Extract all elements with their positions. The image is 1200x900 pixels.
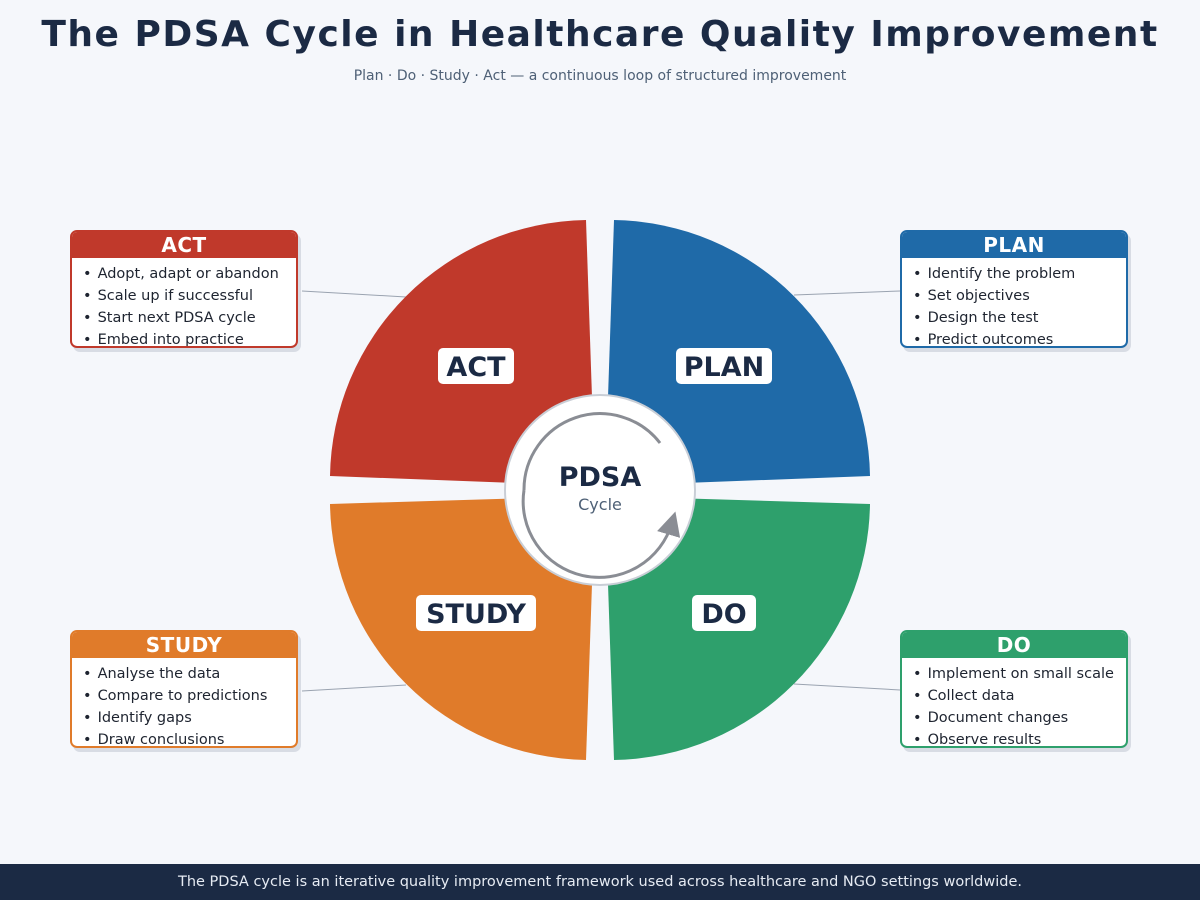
act-card: ACT Adopt, adapt or abandon Scale up if … (70, 230, 298, 348)
plan-card-item: Design the test (913, 307, 1126, 329)
act-quadrant-label: ACT (446, 352, 506, 383)
plan-card-item: Set objectives (913, 285, 1126, 307)
plan-card-item: Identify the problem (913, 263, 1126, 285)
center-title: PDSA (559, 462, 642, 493)
do-label-box (692, 595, 756, 631)
study-label-box (416, 595, 536, 631)
plan-card-item: Predict outcomes (913, 329, 1126, 346)
act-card-list: Adopt, adapt or abandon Scale up if succ… (72, 258, 296, 346)
act-label-box (438, 348, 514, 384)
plan-card: PLAN Identify the problem Set objectives… (900, 230, 1128, 348)
do-card-item: Document changes (913, 707, 1126, 729)
connector-study (301, 684, 407, 692)
plan-card-heading: PLAN (902, 232, 1126, 258)
study-card-item: Compare to predictions (83, 685, 296, 707)
study-card: STUDY Analyse the data Compare to predic… (70, 630, 298, 748)
study-card-item: Identify gaps (83, 707, 296, 729)
center-subtitle: Cycle (578, 495, 622, 514)
act-card-item: Adopt, adapt or abandon (83, 263, 296, 285)
study-card-list: Analyse the data Compare to predictions … (72, 658, 296, 746)
cycle-arrow-bottom (521, 489, 681, 579)
do-card-item: Observe results (913, 729, 1126, 746)
plan-quadrant-label: PLAN (684, 352, 765, 383)
center-hub (504, 394, 696, 586)
connector-plan (793, 290, 901, 296)
plan-label-box (676, 348, 772, 384)
study-card-item: Draw conclusions (83, 729, 296, 746)
do-quadrant-label: DO (701, 599, 746, 630)
act-card-heading: ACT (72, 232, 296, 258)
page-subtitle: Plan · Do · Study · Act — a continuous l… (353, 68, 847, 84)
act-card-item: Scale up if successful (83, 285, 296, 307)
page-title: The PDSA Cycle in Healthcare Quality Imp… (41, 14, 1159, 55)
footer-note: The PDSA cycle is an iterative quality i… (0, 864, 1200, 900)
act-card-item: Start next PDSA cycle (83, 307, 296, 329)
plan-card-list: Identify the problem Set objectives Desi… (902, 258, 1126, 346)
act-card-item: Embed into practice (83, 329, 296, 346)
connector-do (793, 683, 901, 691)
study-card-item: Analyse the data (83, 663, 296, 685)
cycle-arrow-top (522, 412, 662, 491)
do-card-heading: DO (902, 632, 1126, 658)
study-quadrant-label: STUDY (426, 599, 526, 630)
do-card-list: Implement on small scale Collect data Do… (902, 658, 1126, 746)
do-card: DO Implement on small scale Collect data… (900, 630, 1128, 748)
do-card-item: Implement on small scale (913, 663, 1126, 685)
study-card-heading: STUDY (72, 632, 296, 658)
do-card-item: Collect data (913, 685, 1126, 707)
connector-act (301, 290, 407, 298)
